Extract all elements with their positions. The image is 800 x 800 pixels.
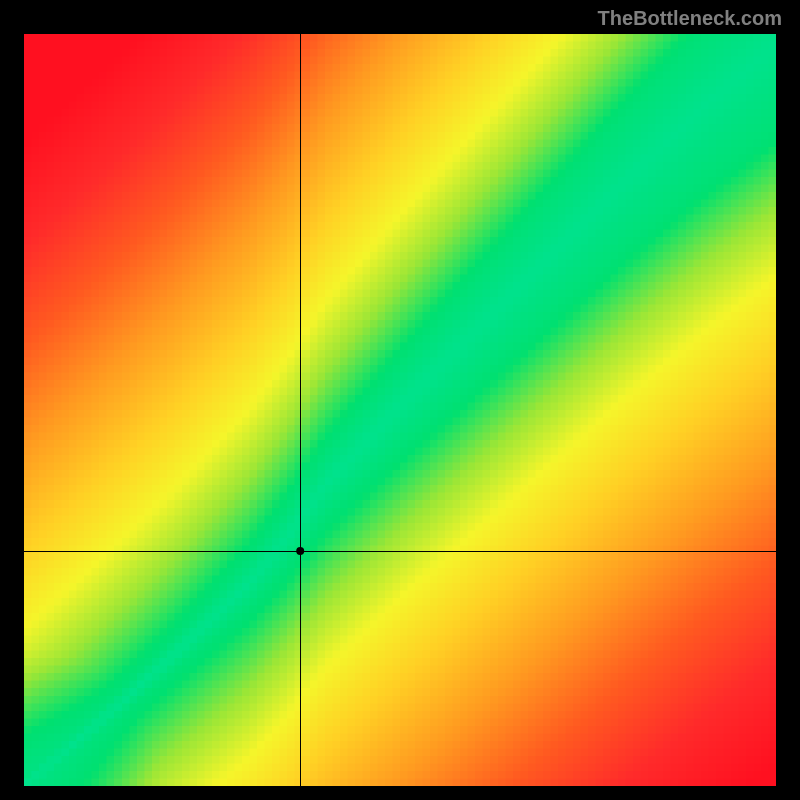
crosshair-overlay: [24, 34, 776, 786]
watermark-text: TheBottleneck.com: [598, 8, 782, 31]
chart-frame: TheBottleneck.com: [0, 0, 800, 800]
